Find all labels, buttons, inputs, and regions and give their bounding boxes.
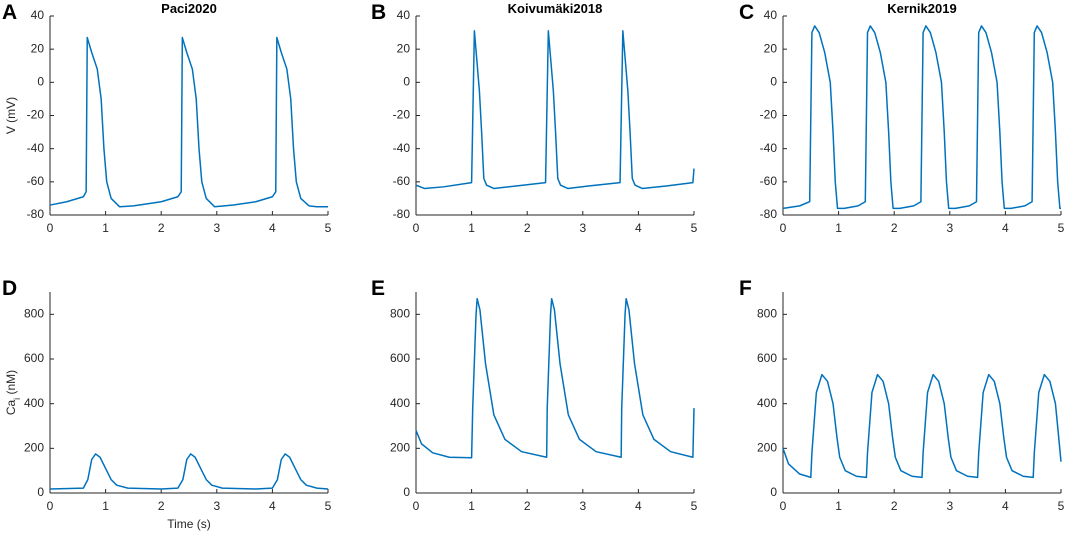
panel-letter: A (2, 1, 17, 24)
x-tick-label: 0 (780, 221, 787, 235)
y-tick-label: -80 (760, 207, 778, 221)
x-tick-label: 5 (691, 221, 698, 235)
data-line (49, 36, 328, 208)
y-tick-label: -80 (393, 207, 411, 221)
x-tick-label: 5 (325, 499, 332, 513)
y-tick-label: -20 (760, 108, 778, 122)
x-tick-label: 0 (780, 499, 787, 513)
panel-letter: E (371, 277, 385, 300)
y-axis-label-part: (nM) (4, 370, 18, 398)
y-tick-label: 40 (31, 8, 45, 22)
y-tick-label: -20 (393, 108, 411, 122)
y-tick-label: -20 (27, 108, 45, 122)
panel-letter: C (739, 1, 754, 24)
panel-letter: B (371, 1, 386, 24)
y-tick-label: -60 (760, 174, 778, 188)
panel-title: Kernik2019 (887, 1, 956, 16)
x-tick-label: 2 (158, 499, 165, 513)
x-axis-label: Time (s) (167, 517, 211, 531)
x-tick-label: 0 (413, 221, 420, 235)
data-line (49, 453, 329, 490)
y-tick-label: 200 (24, 441, 44, 455)
x-tick-label: 4 (1002, 499, 1009, 513)
y-tick-label: 800 (757, 307, 777, 321)
y-tick-label: -40 (27, 141, 45, 155)
x-tick-label: 3 (579, 221, 586, 235)
data-line (415, 297, 695, 459)
x-tick-label: 4 (269, 221, 276, 235)
y-tick-label: 0 (403, 485, 410, 499)
x-tick-label: 0 (47, 221, 54, 235)
x-tick-label: 1 (835, 499, 842, 513)
x-tick-label: 5 (1058, 499, 1065, 513)
y-tick-label: 0 (403, 75, 410, 89)
y-tick-label: 400 (757, 396, 777, 410)
data-line (415, 30, 695, 190)
y-tick-label: 200 (757, 441, 777, 455)
y-tick-label: 800 (390, 307, 410, 321)
x-tick-label: 2 (158, 221, 165, 235)
y-tick-label: 20 (764, 41, 778, 55)
y-tick-label: -60 (27, 174, 45, 188)
panel-title: Koivumäki2018 (508, 1, 603, 16)
x-tick-label: 5 (691, 499, 698, 513)
y-tick-label: 600 (757, 351, 777, 365)
y-tick-label: -80 (27, 207, 45, 221)
x-tick-label: 5 (1058, 221, 1065, 235)
panel-letter: F (739, 277, 752, 300)
y-tick-label: 0 (37, 485, 44, 499)
x-tick-label: 4 (1002, 221, 1009, 235)
x-tick-label: 4 (269, 499, 276, 513)
x-tick-label: 2 (891, 499, 898, 513)
y-axis-label-part: V (mV) (4, 97, 18, 134)
panel-letter: D (2, 277, 17, 300)
y-tick-label: -60 (393, 174, 411, 188)
x-tick-label: 2 (524, 499, 531, 513)
y-axis-label: Cai (nM) (4, 370, 22, 415)
x-tick-label: 1 (102, 221, 109, 235)
x-tick-label: 3 (946, 221, 953, 235)
x-tick-label: 4 (635, 499, 642, 513)
y-tick-label: 600 (24, 351, 44, 365)
y-tick-label: 400 (390, 396, 410, 410)
x-tick-label: 4 (635, 221, 642, 235)
panel-title: Paci2020 (161, 1, 217, 16)
x-tick-label: 2 (891, 221, 898, 235)
x-tick-label: 1 (468, 499, 475, 513)
y-tick-label: -40 (393, 141, 411, 155)
x-tick-label: 1 (468, 221, 475, 235)
x-tick-label: 2 (524, 221, 531, 235)
x-tick-label: 3 (213, 499, 220, 513)
y-axis-label-part: Ca (4, 400, 18, 416)
y-tick-label: 800 (24, 307, 44, 321)
x-tick-label: 1 (835, 221, 842, 235)
x-tick-label: 3 (946, 499, 953, 513)
y-tick-label: 400 (24, 396, 44, 410)
x-tick-label: 1 (102, 499, 109, 513)
y-tick-label: 0 (37, 75, 44, 89)
y-tick-label: 200 (390, 441, 410, 455)
y-tick-label: 40 (764, 8, 778, 22)
y-axis-label: V (mV) (4, 97, 18, 134)
y-tick-label: -40 (760, 141, 778, 155)
y-tick-label: 20 (397, 41, 411, 55)
y-tick-label: 0 (770, 485, 777, 499)
x-tick-label: 3 (579, 499, 586, 513)
y-tick-label: 40 (397, 8, 411, 22)
y-tick-label: 600 (390, 351, 410, 365)
x-tick-label: 5 (325, 221, 332, 235)
x-tick-label: 3 (213, 221, 220, 235)
y-tick-label: 0 (770, 75, 777, 89)
data-line (782, 25, 1061, 210)
data-line (782, 373, 1062, 479)
x-tick-label: 0 (47, 499, 54, 513)
y-axis-label-subscript: i (12, 398, 22, 400)
y-tick-label: 20 (31, 41, 45, 55)
x-tick-label: 0 (413, 499, 420, 513)
